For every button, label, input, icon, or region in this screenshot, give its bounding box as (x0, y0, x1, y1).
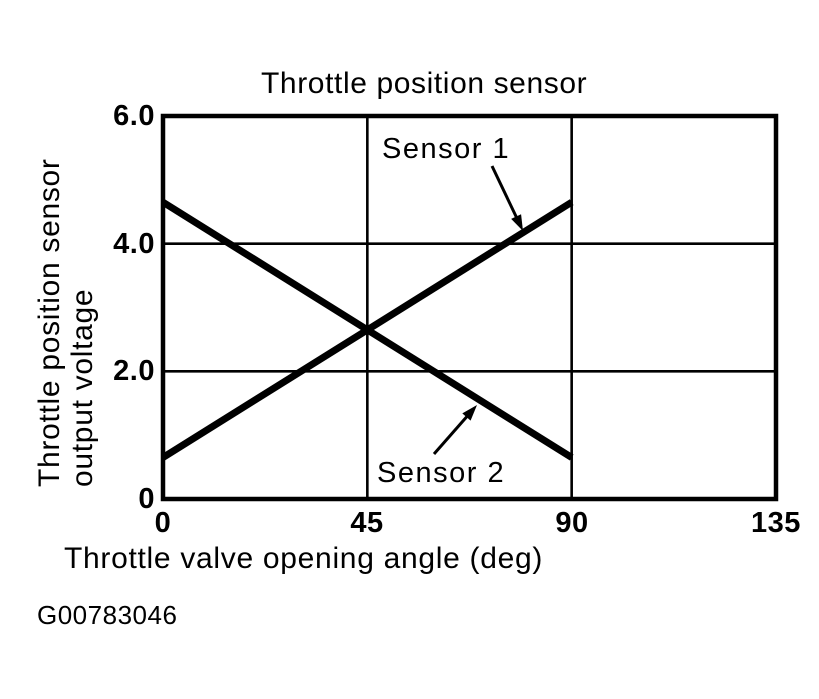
annotation-arrow-sensor-1-head (511, 214, 523, 231)
x-tick-label-135: 135 (751, 507, 801, 539)
x-tick-label-45: 45 (350, 507, 384, 539)
plot-border (160, 113, 779, 502)
x-axis-label: Throttle valve opening angle (deg) (64, 542, 544, 575)
y-axis-label-line-2: output voltage (66, 288, 99, 487)
y-axis-label: Throttle position sensor output voltage (33, 111, 99, 487)
annotation-arrow-sensor-2-shaft (432, 411, 472, 455)
x-tick-label-0: 0 (154, 507, 172, 539)
x-tick-label-90: 90 (555, 507, 589, 539)
figure-id-code: G00783046 (37, 600, 178, 630)
series-line-sensor-2 (161, 199, 574, 461)
chart-title: Throttle position sensor (261, 67, 588, 100)
series-label-sensor-2: Sensor 2 (377, 457, 506, 489)
y-tick-label-6-0: 6.0 (113, 100, 155, 132)
y-axis-label-line-1: Throttle position sensor (33, 158, 66, 487)
y-tick-label-4-0: 4.0 (113, 228, 155, 260)
annotation-arrow-sensor-2-head (462, 405, 477, 421)
series-label-sensor-1: Sensor 1 (382, 133, 511, 165)
y-tick-label-2-0: 2.0 (113, 355, 155, 387)
y-tick-label-0: 0 (138, 483, 155, 515)
annotation-arrow-sensor-1-shaft (490, 165, 521, 223)
